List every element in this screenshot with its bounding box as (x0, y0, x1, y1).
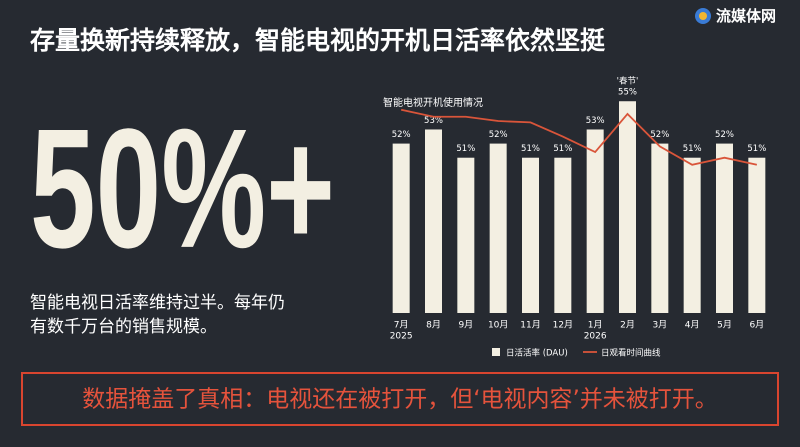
bar (748, 157, 766, 313)
hero-description: 智能电视日活率维持过半。每年仍 (30, 293, 285, 313)
x-tick-label: 3月 (652, 320, 667, 331)
x-tick-label: 10月 (488, 320, 508, 331)
x-tick-label: 9月 (458, 320, 473, 331)
value-label: 55% (618, 88, 637, 98)
value-label: 52% (489, 130, 508, 140)
value-label: 51% (683, 144, 702, 154)
callout-box (21, 372, 779, 426)
value-label: 52% (715, 130, 734, 140)
x-tick-label: 1月 (588, 320, 603, 331)
bar (619, 101, 636, 313)
value-label: 52% (392, 130, 411, 140)
value-label: 53% (424, 116, 443, 126)
bar (425, 129, 442, 313)
bar (489, 143, 507, 313)
slide-title: 存量换新持续释放，智能电视的开机日活率依然坚挺 (30, 26, 606, 55)
x-tick-label: 7月 (394, 320, 409, 331)
bar (392, 143, 410, 313)
value-label: 52% (650, 130, 669, 140)
hero-value: 50%+ (30, 94, 335, 284)
x-tick-label: 11月 (520, 320, 540, 331)
line (400, 108, 758, 166)
hero-description: 有数千万台的销售规模。 (30, 317, 217, 337)
bar (716, 143, 733, 313)
legend-swatch (492, 348, 500, 356)
value-label: 51% (521, 144, 540, 154)
value-label: 51% (553, 144, 572, 154)
chart-title: 智能电视开机使用情况 (383, 96, 483, 109)
x-tick-sublabel: 2026 (584, 332, 607, 342)
x-tick-label: 6月 (749, 320, 764, 331)
value-label: 51% (747, 144, 766, 154)
legend-label: 日活活率 (DAU) (506, 348, 568, 359)
x-tick-label: 2月 (620, 320, 635, 331)
logo-icon-core (699, 12, 707, 20)
value-label: 51% (456, 144, 475, 154)
x-tick-label: 4月 (685, 320, 700, 331)
x-tick-label: 5月 (717, 320, 732, 331)
value-label: 53% (586, 116, 605, 126)
bar (586, 129, 604, 313)
bar (522, 157, 539, 313)
x-tick-sublabel: 2025 (390, 332, 413, 342)
logo-text: 流媒体网 (716, 7, 776, 25)
bar (457, 157, 475, 313)
annotation: '春节' (617, 76, 639, 87)
x-tick-label: 12月 (553, 320, 573, 331)
x-tick-label: 8月 (426, 320, 441, 331)
callout-text: 数据掩盖了真相：电视还在被打开，但‘电视内容’并未被打开。 (82, 387, 718, 413)
legend-label: 日观看时间曲线 (601, 348, 661, 359)
bar (651, 143, 669, 313)
bar (554, 157, 572, 313)
bar (683, 157, 701, 313)
